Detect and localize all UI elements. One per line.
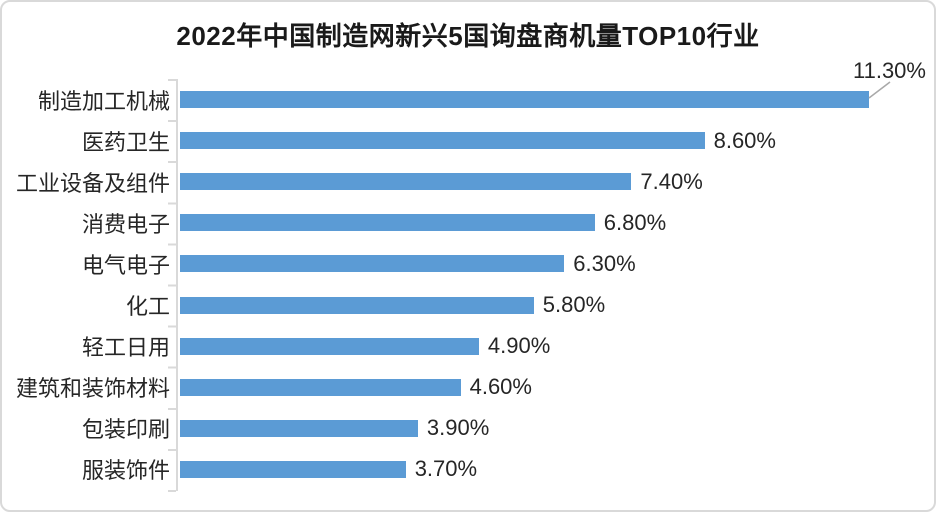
plot-area: 制造加工机械医药卫生 8.60% 工业设备及组件 7.40% 消费电子 6.80% 电气电子… <box>2 58 934 492</box>
chart-row: 制造加工机械 <box>2 79 934 120</box>
category-label: 医药卫生 <box>81 129 170 155</box>
value-label: 6.80% <box>603 209 667 235</box>
chart-row: 轻工日用 4.90% <box>2 326 934 367</box>
callout-leader-line <box>868 81 891 99</box>
value-label: 8.60% <box>713 127 776 153</box>
bar <box>180 296 534 314</box>
bar <box>180 460 406 478</box>
category-label: 电气电子 <box>81 252 170 278</box>
chart-row: 医药卫生 8.60% <box>2 120 934 161</box>
chart-title: 2022年中国制造网新兴5国询盘商机量TOP10行业 <box>176 21 760 51</box>
bar <box>180 255 565 273</box>
chart-row: 服装饰件 3.70% <box>2 449 934 490</box>
bar <box>180 132 705 150</box>
category-label: 服装饰件 <box>81 458 170 484</box>
category-label: 建筑和装饰材料 <box>15 376 170 402</box>
callout-value-label: 11.30% <box>853 58 926 83</box>
value-label: 4.90% <box>487 333 551 359</box>
bar <box>180 214 595 232</box>
value-label: 7.40% <box>640 168 703 194</box>
value-label: 3.70% <box>414 456 478 482</box>
chart-row: 工业设备及组件 7.40% <box>2 161 934 202</box>
leader-line-segment <box>868 81 891 99</box>
axis-tick-marks <box>168 79 176 492</box>
bar <box>180 419 418 437</box>
bar <box>180 173 632 191</box>
chart-row: 包装印刷 3.90% <box>2 408 934 449</box>
category-label: 包装印刷 <box>81 417 170 443</box>
value-label: 4.60% <box>469 374 532 400</box>
bar <box>180 378 461 396</box>
chart-rows: 制造加工机械医药卫生 8.60% 工业设备及组件 7.40% 消费电子 6.80% 电气电子… <box>2 79 934 490</box>
value-label: 5.80% <box>542 292 606 318</box>
category-label: 化工 <box>125 294 170 320</box>
chart-row: 建筑和装饰材料 4.60% <box>2 367 934 408</box>
category-label: 工业设备及组件 <box>15 170 170 196</box>
category-label: 轻工日用 <box>81 335 170 361</box>
chart-row: 消费电子 6.80% <box>2 202 934 243</box>
bar <box>180 91 870 109</box>
bar <box>180 337 479 355</box>
category-label: 消费电子 <box>81 211 170 237</box>
value-label: 6.30% <box>573 250 636 276</box>
category-axis-line <box>176 79 178 491</box>
chart-row: 电气电子 6.30% <box>2 243 934 284</box>
chart-row: 化工 5.80% <box>2 284 934 325</box>
category-label: 制造加工机械 <box>37 88 170 114</box>
value-label: 3.90% <box>426 415 490 441</box>
